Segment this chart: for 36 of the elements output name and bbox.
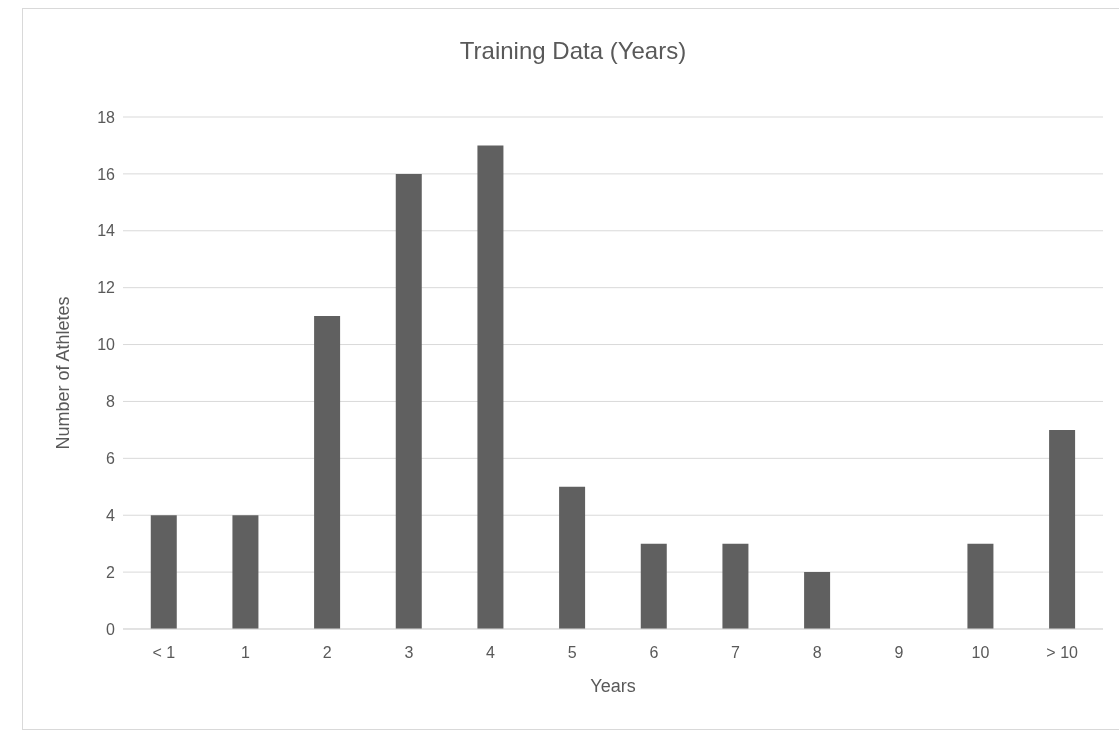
x-tick-label: 8 bbox=[812, 644, 822, 662]
bar bbox=[804, 572, 831, 629]
x-axis-title: Years bbox=[590, 675, 636, 696]
y-tick-label: 16 bbox=[97, 165, 116, 183]
x-tick-label: 3 bbox=[404, 644, 414, 662]
y-tick-label: 12 bbox=[97, 279, 116, 297]
x-tick-label: 9 bbox=[894, 644, 904, 662]
x-tick-label: 5 bbox=[567, 644, 577, 662]
y-tick-label: 2 bbox=[106, 563, 116, 581]
y-tick-label: 8 bbox=[106, 393, 116, 411]
x-tick-label: 4 bbox=[486, 644, 496, 662]
chart-title: Training Data (Years) bbox=[458, 37, 688, 65]
y-axis-title: Number of Athletes bbox=[53, 296, 74, 450]
x-tick-label: > 10 bbox=[1046, 644, 1079, 662]
bar bbox=[559, 486, 586, 629]
bar bbox=[395, 173, 422, 629]
bar bbox=[232, 515, 259, 629]
bar bbox=[967, 543, 994, 629]
x-tick-label: 2 bbox=[322, 644, 332, 662]
bar bbox=[1049, 429, 1076, 629]
bar bbox=[314, 316, 341, 629]
x-tick-label: 10 bbox=[971, 644, 990, 662]
bar bbox=[477, 145, 504, 629]
y-tick-label: 18 bbox=[97, 108, 116, 126]
bar bbox=[640, 543, 667, 629]
x-tick-label: 1 bbox=[241, 644, 251, 662]
x-tick-label: 6 bbox=[649, 644, 659, 662]
y-tick-label: 0 bbox=[106, 620, 116, 638]
y-tick-label: 10 bbox=[97, 336, 116, 354]
bar bbox=[150, 515, 177, 629]
y-tick-label: 14 bbox=[97, 222, 116, 240]
y-tick-label: 6 bbox=[106, 450, 116, 468]
bar bbox=[722, 543, 749, 629]
x-tick-label: 7 bbox=[731, 644, 741, 662]
x-tick-label: < 1 bbox=[152, 644, 176, 662]
y-tick-label: 4 bbox=[106, 506, 116, 524]
